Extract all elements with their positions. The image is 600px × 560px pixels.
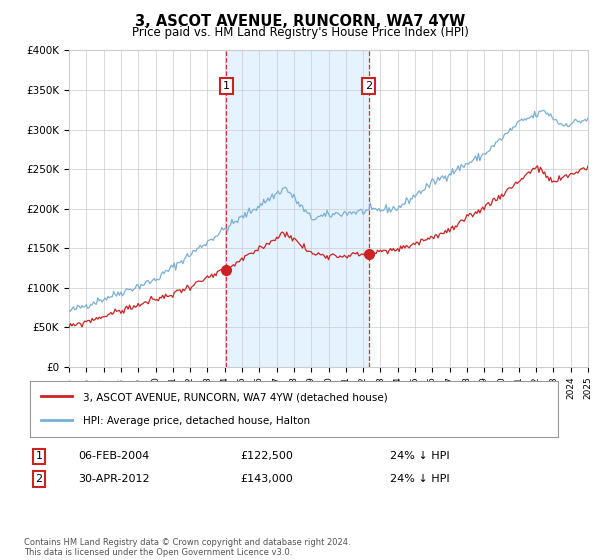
- Text: 24% ↓ HPI: 24% ↓ HPI: [390, 474, 449, 484]
- Text: 1: 1: [223, 81, 230, 91]
- Text: 2: 2: [365, 81, 373, 91]
- Text: 3, ASCOT AVENUE, RUNCORN, WA7 4YW (detached house): 3, ASCOT AVENUE, RUNCORN, WA7 4YW (detac…: [83, 393, 388, 403]
- Text: 30-APR-2012: 30-APR-2012: [78, 474, 149, 484]
- Text: Price paid vs. HM Land Registry's House Price Index (HPI): Price paid vs. HM Land Registry's House …: [131, 26, 469, 39]
- Text: £122,500: £122,500: [240, 451, 293, 461]
- Text: 2: 2: [35, 474, 43, 484]
- Text: Contains HM Land Registry data © Crown copyright and database right 2024.
This d: Contains HM Land Registry data © Crown c…: [24, 538, 350, 557]
- Text: HPI: Average price, detached house, Halton: HPI: Average price, detached house, Halt…: [83, 416, 310, 426]
- Bar: [226, 50, 369, 367]
- Text: 3, ASCOT AVENUE, RUNCORN, WA7 4YW: 3, ASCOT AVENUE, RUNCORN, WA7 4YW: [135, 14, 465, 29]
- Text: £143,000: £143,000: [240, 474, 293, 484]
- Text: 06-FEB-2004: 06-FEB-2004: [78, 451, 149, 461]
- Text: 24% ↓ HPI: 24% ↓ HPI: [390, 451, 449, 461]
- Text: 1: 1: [35, 451, 43, 461]
